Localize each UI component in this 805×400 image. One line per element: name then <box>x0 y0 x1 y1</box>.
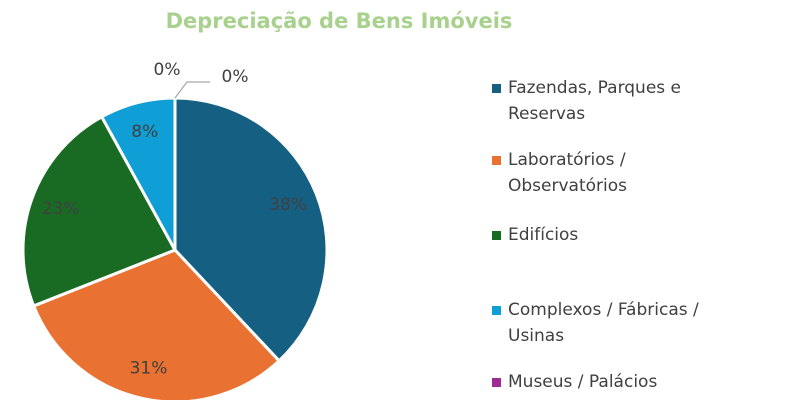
chart-title: Depreciação de Bens Imóveis <box>166 9 513 33</box>
legend-label: Complexos / Fábricas / Usinas <box>508 300 699 346</box>
data-label: 0% <box>154 60 181 80</box>
legend-item: Laboratórios / Observatórios <box>492 147 804 199</box>
data-label: 38% <box>269 195 307 215</box>
pie-slice <box>31 248 282 400</box>
legend-item: Fazendas, Parques e Reservas <box>492 75 804 127</box>
legend-label: Edifícios <box>508 225 579 245</box>
legend-label: Fazendas, Parques e Reservas <box>508 78 682 124</box>
data-label: 23% <box>42 199 80 219</box>
data-label: 0% <box>222 67 249 87</box>
legend-swatch <box>492 156 501 165</box>
legend-swatch <box>492 378 501 387</box>
data-label: 8% <box>131 122 158 142</box>
legend-swatch <box>492 84 501 93</box>
legend-item: Edifícios <box>492 222 804 248</box>
legend-swatch <box>492 306 501 315</box>
leader-line <box>174 81 210 99</box>
legend-swatch <box>492 231 501 240</box>
legend-label: Museus / Palácios <box>508 372 658 392</box>
pie-slice <box>21 114 178 308</box>
legend-label: Laboratórios / Observatórios <box>508 150 627 196</box>
legend-item: Museus / Palácios <box>492 369 804 395</box>
pie-slice <box>173 96 329 363</box>
data-label: 31% <box>130 359 168 379</box>
legend-item: Complexos / Fábricas / Usinas <box>492 297 804 349</box>
